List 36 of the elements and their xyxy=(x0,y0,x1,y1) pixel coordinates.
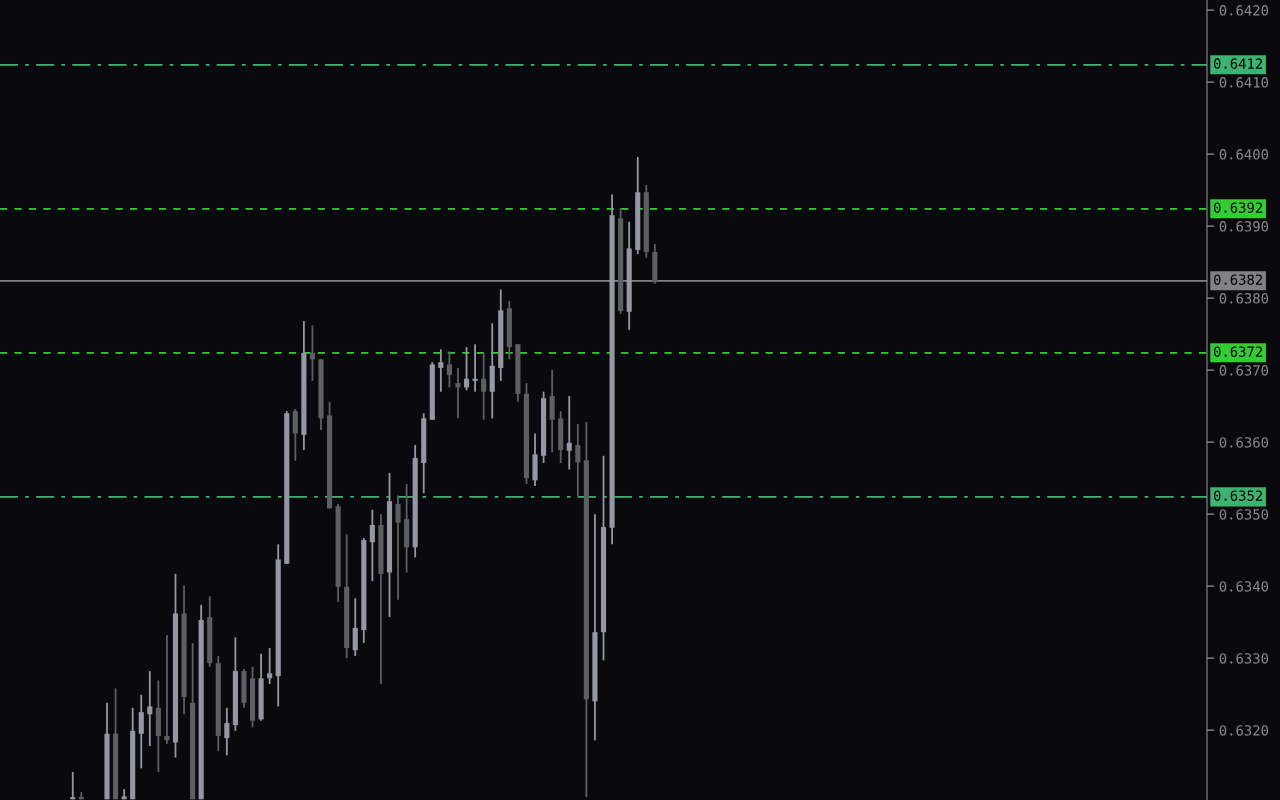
candlestick xyxy=(147,670,153,747)
y-tick-label: 0.6380 xyxy=(1219,293,1269,304)
y-tick-label: 0.6400 xyxy=(1219,149,1269,160)
ref-line-label: 0.6392 xyxy=(1213,202,1263,213)
ref-line-label: 0.6372 xyxy=(1213,346,1263,357)
candlestick xyxy=(549,369,555,454)
candlestick xyxy=(369,508,375,583)
candlestick xyxy=(446,350,452,389)
y-tick-label: 0.6360 xyxy=(1219,437,1269,448)
candlestick xyxy=(164,634,170,745)
y-tick-label: 0.6390 xyxy=(1219,221,1269,232)
candlestick xyxy=(455,367,461,420)
y-tick-label: 0.6370 xyxy=(1219,365,1269,376)
candlestick xyxy=(481,351,487,421)
candlestick xyxy=(309,324,316,382)
y-tick-label: 0.6330 xyxy=(1219,653,1269,664)
candlestick xyxy=(566,395,572,471)
ref-line-label: 0.6352 xyxy=(1213,490,1263,501)
candlestick xyxy=(352,597,358,657)
ref-line-label: 0.6382 xyxy=(1213,274,1263,285)
candlestick xyxy=(292,408,298,462)
candlestick xyxy=(267,647,273,685)
candlestick xyxy=(70,771,76,800)
y-tick-label: 0.6350 xyxy=(1219,509,1269,520)
candlestick xyxy=(224,706,230,757)
candlestick xyxy=(575,423,581,498)
y-tick-label: 0.6410 xyxy=(1219,77,1269,88)
candlestick xyxy=(395,494,401,601)
y-tick-label: 0.6340 xyxy=(1219,581,1269,592)
y-tick-label: 0.6320 xyxy=(1219,725,1269,736)
candlestick xyxy=(438,348,444,393)
candlestick xyxy=(138,693,144,770)
candlestick xyxy=(463,346,470,392)
y-tick-label: 0.6420 xyxy=(1219,5,1269,16)
candlestick xyxy=(472,343,478,393)
ref-line-label: 0.6412 xyxy=(1213,58,1263,69)
